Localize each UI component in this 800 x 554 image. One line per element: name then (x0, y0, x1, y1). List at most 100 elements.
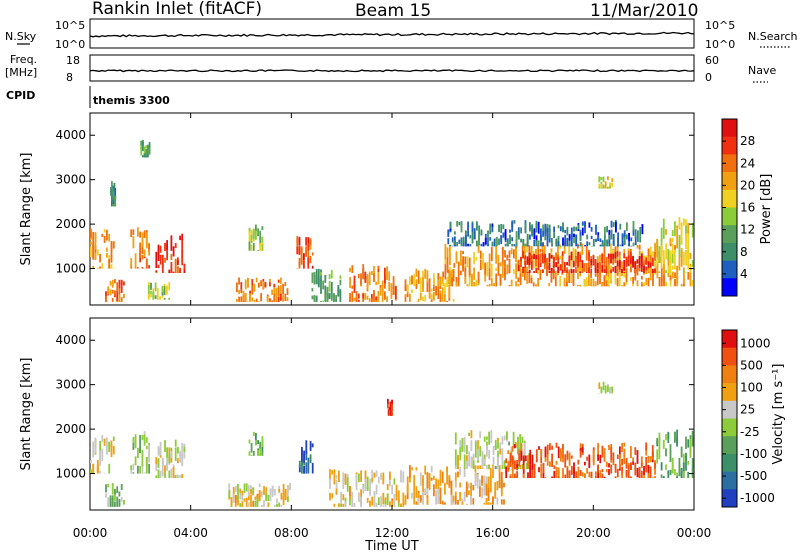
data-cell (671, 271, 674, 279)
data-cell (132, 236, 135, 249)
data-cell (454, 231, 456, 235)
data-cell (468, 432, 470, 436)
data-cell (157, 446, 160, 456)
data-cell (287, 493, 289, 500)
data-cell (300, 251, 303, 262)
data-cell (311, 272, 314, 283)
data-cell (641, 224, 644, 228)
data-cell (116, 282, 119, 292)
data-cell (344, 473, 347, 485)
data-cell (277, 296, 280, 302)
noise-right-bottom: 10^0 (705, 38, 735, 51)
data-cell (645, 266, 648, 271)
data-cell (253, 283, 256, 292)
data-cell (599, 272, 601, 284)
data-cell (585, 263, 588, 273)
data-cell (542, 473, 545, 478)
data-cell (157, 264, 160, 268)
data-cell (449, 249, 451, 266)
data-cell (623, 271, 626, 273)
data-cell (141, 232, 144, 247)
data-cell (505, 458, 508, 464)
data-cell (454, 449, 457, 455)
data-cell (594, 259, 597, 268)
data-cell (261, 236, 264, 249)
data-cell (610, 243, 612, 258)
data-cell (240, 296, 243, 302)
data-cell (632, 276, 634, 285)
data-cell (460, 222, 463, 233)
colorbar-tick-label: 1000 (740, 336, 771, 350)
data-cell (255, 228, 257, 240)
data-cell (437, 275, 440, 288)
data-cell (252, 500, 255, 507)
data-cell (248, 439, 251, 444)
data-cell (503, 482, 505, 488)
data-cell (271, 300, 273, 302)
data-cell (377, 476, 380, 484)
data-cell (680, 446, 683, 458)
data-cell (597, 234, 600, 241)
data-cell (415, 284, 418, 290)
data-cell (164, 465, 166, 475)
data-cell (614, 252, 617, 259)
data-cell (280, 293, 282, 301)
data-cell (411, 275, 413, 285)
data-cell (340, 491, 342, 505)
data-cell (243, 483, 246, 494)
data-cell (473, 252, 475, 265)
data-cell (555, 252, 557, 261)
data-cell (480, 243, 483, 247)
data-cell (298, 237, 301, 246)
data-cell (511, 446, 514, 452)
data-cell (252, 431, 255, 437)
data-cell (90, 469, 92, 474)
colorbar-swatch (722, 172, 737, 191)
data-cell (524, 266, 526, 281)
data-cell (400, 503, 402, 507)
colorbar-tick-label: 500 (740, 358, 763, 372)
data-cell (360, 496, 362, 507)
data-cell (462, 256, 464, 272)
data-cell (92, 441, 95, 458)
data-cell (658, 271, 661, 273)
data-cell (564, 265, 566, 272)
data-cell (638, 268, 641, 272)
data-cell (484, 237, 487, 244)
data-cell (636, 267, 639, 272)
data-cell (450, 480, 453, 495)
data-cell (531, 255, 533, 260)
data-cell (331, 493, 334, 499)
data-cell (656, 449, 659, 464)
data-cell (442, 281, 445, 287)
data-cell (148, 265, 150, 269)
noise-left-top: 10^5 (55, 19, 85, 32)
data-cell (621, 243, 624, 247)
data-cell (305, 237, 307, 246)
data-cell (497, 442, 499, 449)
data-cell (553, 269, 555, 273)
data-cell (520, 450, 523, 461)
data-cell (516, 464, 518, 468)
data-cell (612, 222, 615, 227)
data-cell (535, 271, 538, 273)
data-cell (487, 243, 489, 247)
data-cell (406, 476, 409, 493)
data-cell (615, 221, 617, 233)
data-cell (179, 475, 181, 478)
data-cell (588, 274, 590, 286)
data-cell (475, 279, 478, 287)
data-cell (539, 269, 542, 280)
data-cell (471, 273, 473, 284)
data-cell (179, 267, 181, 273)
data-cell (450, 490, 453, 505)
data-cell (603, 244, 606, 261)
data-cell (494, 439, 497, 449)
data-cell (687, 223, 690, 234)
data-cell (623, 241, 626, 245)
data-cell (662, 439, 665, 449)
data-cell (384, 500, 387, 505)
data-cell (379, 287, 382, 296)
data-cell (606, 239, 608, 247)
data-cell (315, 295, 318, 302)
